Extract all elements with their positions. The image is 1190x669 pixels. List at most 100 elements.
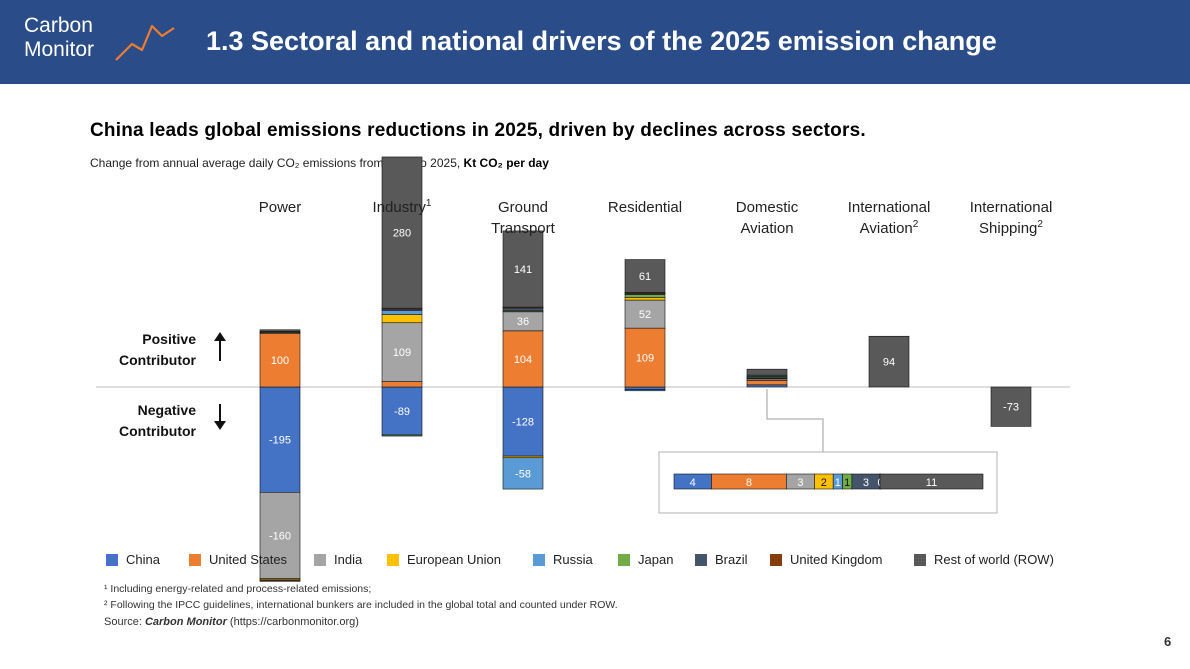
chart-subtitle: China leads global emissions reductions … bbox=[90, 120, 866, 141]
legend-item-japan: Japan bbox=[618, 552, 673, 567]
positive-line1: Positive bbox=[142, 331, 196, 347]
data-label-residential-rest-of-world-row: 61 bbox=[639, 271, 651, 283]
bar-residential-rest-of-world-row bbox=[624, 259, 666, 293]
legend-label: European Union bbox=[407, 552, 501, 567]
legend-swatch bbox=[106, 553, 118, 566]
bar-residential-european-union bbox=[624, 297, 666, 301]
bar-residential-china bbox=[624, 386, 666, 391]
category-label-international-aviation: Aviation2 bbox=[860, 219, 919, 237]
inset-label-european-union: 2 bbox=[821, 477, 827, 489]
category-label-international-shipping: Shipping2 bbox=[979, 219, 1043, 237]
legend-label: Rest of world (ROW) bbox=[934, 552, 1054, 567]
bar-residential-russia bbox=[624, 389, 666, 392]
bar-ground-transport-united-states bbox=[502, 330, 544, 388]
negative-line2: Contributor bbox=[119, 423, 196, 439]
data-label-residential-india: 52 bbox=[639, 309, 651, 321]
category-label-industry: Industry1 bbox=[373, 198, 432, 216]
page-title: 1.3 Sectoral and national drivers of the… bbox=[206, 26, 997, 56]
category-label-domestic-aviation: Aviation bbox=[740, 220, 793, 237]
bar-power-india bbox=[259, 491, 301, 579]
contributor-arrows bbox=[214, 332, 226, 430]
legend-item-russia: Russia bbox=[533, 552, 593, 567]
category-label-international-shipping: International bbox=[970, 199, 1053, 216]
legend-swatch bbox=[914, 553, 926, 566]
legend-label: United Kingdom bbox=[790, 552, 883, 567]
bar-international-shipping-rest-of-world-row bbox=[990, 386, 1032, 427]
logo-chart-icon bbox=[115, 24, 175, 61]
legend-label: Russia bbox=[553, 552, 593, 567]
legend-item-brazil: Brazil bbox=[695, 552, 748, 567]
down-arrow-head-icon bbox=[214, 421, 226, 430]
bar-ground-transport-rest-of-world-row bbox=[502, 230, 544, 308]
bar-power-united-states bbox=[259, 332, 301, 388]
bar-domestic-aviation-rest-of-world-row bbox=[746, 368, 788, 376]
inset-label-russia: 1 bbox=[835, 477, 841, 489]
description-text: Change from annual average daily CO₂ emi… bbox=[90, 156, 464, 170]
data-label-ground-transport-russia: -58 bbox=[515, 468, 531, 480]
data-label-industry-india: 109 bbox=[393, 347, 411, 359]
bar-residential-india bbox=[624, 299, 666, 329]
up-arrow-head-icon bbox=[214, 332, 226, 341]
bar-industry-united-states bbox=[381, 381, 423, 388]
data-label-international-shipping-rest-of-world-row: -73 bbox=[1003, 402, 1019, 414]
positive-contributor-label: Positive Contributor bbox=[96, 329, 196, 371]
logo: Carbon Monitor bbox=[24, 14, 94, 62]
category-label-ground-transport: Ground bbox=[498, 199, 548, 216]
legend-swatch bbox=[618, 553, 630, 566]
data-label-industry-china: -89 bbox=[394, 406, 410, 418]
data-label-ground-transport-united-states: 104 bbox=[514, 354, 532, 366]
legend-label: China bbox=[126, 552, 160, 567]
inset-label-rest-of-world-row: 11 bbox=[926, 477, 937, 489]
legend-item-india: India bbox=[314, 552, 362, 567]
legend-label: United States bbox=[209, 552, 288, 567]
data-label-international-aviation-rest-of-world-row: 94 bbox=[883, 357, 895, 369]
page-number: 6 bbox=[1164, 634, 1172, 649]
bar-industry-rest-of-world-row bbox=[381, 156, 423, 309]
bar-domestic-aviation-china bbox=[746, 384, 788, 388]
source-name: Carbon Monitor bbox=[144, 616, 227, 628]
inset-connector bbox=[766, 389, 824, 452]
data-label-ground-transport-india: 36 bbox=[517, 316, 529, 328]
description-unit: Kt CO₂ per day bbox=[463, 156, 549, 170]
legend-item-united-states: United States bbox=[189, 552, 287, 567]
inset-label-india: 3 bbox=[797, 477, 803, 489]
legend-label: Japan bbox=[638, 552, 674, 567]
inset-bar-rest-of-world-row bbox=[879, 473, 984, 490]
inset-label-united-states: 8 bbox=[746, 477, 752, 489]
category-label-ground-transport: Transport bbox=[491, 220, 555, 237]
bar-residential-japan bbox=[624, 294, 666, 298]
bar-power-united-kingdom bbox=[259, 580, 301, 582]
header-bar: Carbon Monitor 1.3 Sectoral and national… bbox=[0, 0, 1190, 84]
bar-industry-european-union bbox=[381, 314, 423, 324]
legend-item-european-union: European Union bbox=[387, 552, 501, 567]
source-line: Source: Carbon Monitor (https://carbonmo… bbox=[104, 616, 359, 628]
negative-line1: Negative bbox=[137, 402, 196, 418]
bar-industry-china bbox=[381, 386, 423, 436]
chart-legend: China United States India European Union Rus… bbox=[106, 552, 1086, 570]
legend-swatch bbox=[314, 553, 326, 566]
bar-industry-russia bbox=[381, 310, 423, 315]
legend-swatch bbox=[533, 553, 545, 566]
source-url: (https://carbonmonitor.org) bbox=[226, 616, 359, 628]
legend-swatch bbox=[387, 553, 399, 566]
bar-power-china bbox=[259, 386, 301, 493]
category-label-residential: Residential bbox=[608, 199, 682, 216]
negative-contributor-label: Negative Contributor bbox=[96, 400, 196, 442]
bar-residential-united-states bbox=[624, 327, 666, 388]
bar-ground-transport-russia bbox=[502, 457, 544, 490]
footnote-2: ² Following the IPCC guidelines, interna… bbox=[104, 599, 618, 611]
bar-international-aviation-rest-of-world-row bbox=[868, 335, 910, 388]
data-label-power-india: -160 bbox=[269, 531, 291, 543]
bar-industry-india bbox=[381, 322, 423, 382]
data-label-ground-transport-china: -128 bbox=[512, 417, 534, 429]
legend-swatch bbox=[189, 553, 201, 566]
data-label-power-united-states: 100 bbox=[271, 355, 289, 367]
data-label-ground-transport-rest-of-world-row: 141 bbox=[514, 264, 532, 276]
bar-power-rest-of-world-row bbox=[259, 329, 301, 332]
legend-label: Brazil bbox=[715, 552, 748, 567]
bar-industry-japan bbox=[381, 434, 423, 437]
data-label-power-china: -195 bbox=[269, 435, 291, 447]
chart-description: Change from annual average daily CO₂ emi… bbox=[90, 156, 549, 170]
inset-label-japan: 1 bbox=[844, 477, 850, 489]
